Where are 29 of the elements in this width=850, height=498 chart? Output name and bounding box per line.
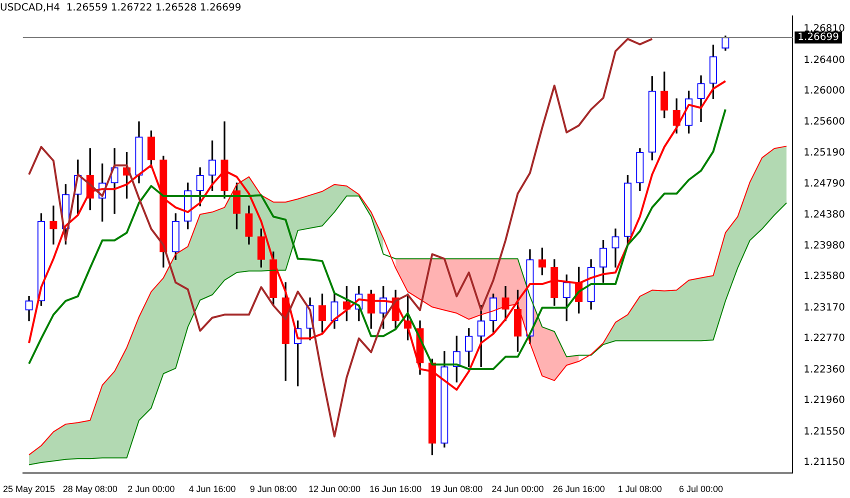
y-tick-label: 1.23980 [804, 240, 846, 252]
y-tick-label: 1.21550 [804, 426, 846, 438]
y-tick-label: 1.22770 [804, 333, 846, 344]
x-tick-label: 24 Jun 00:00 [492, 484, 544, 494]
y-tick-label: 1.23580 [804, 270, 846, 282]
y-tick-label: 1.25600 [804, 116, 846, 128]
x-tick-label: 4 Jun 16:00 [188, 484, 236, 494]
x-tick-label: 9 Jun 08:00 [250, 484, 297, 494]
x-tick-label: 19 Jun 08:00 [430, 484, 483, 494]
y-tick-label: 1.23170 [804, 302, 846, 314]
ref-line-label: 1.26699 [798, 32, 840, 44]
y-tick-label: 1.21150 [804, 457, 846, 468]
x-tick-label: 1 Jul 08:00 [618, 484, 662, 494]
x-tick-label: 2 Jun 00:00 [128, 484, 175, 494]
x-tick-label: 6 Jul 00:00 [678, 484, 724, 494]
y-tick-label: 1.24790 [804, 178, 846, 190]
x-tick-label: 25 May 2015 [2, 484, 56, 494]
y-tick-label: 1.22360 [804, 364, 846, 376]
y-tick-label: 1.25190 [804, 148, 846, 159]
y-tick-label: 1.24380 [804, 210, 846, 221]
y-tick-label: 1.26400 [804, 55, 846, 66]
x-tick-label: 12 Jun 00:00 [308, 484, 360, 494]
x-tick-label: 28 May 08:00 [62, 484, 118, 494]
y-tick-label: 1.21960 [804, 395, 846, 406]
chart-title: USDCAD,H4 1.26559 1.26722 1.26528 1.26699 [0, 2, 242, 14]
y-tick-label: 1.26000 [804, 86, 846, 97]
x-tick-label: 16 Jun 16:00 [370, 484, 422, 494]
candlestick [50, 206, 58, 245]
x-tick-label: 26 Jun 16:00 [552, 484, 605, 494]
